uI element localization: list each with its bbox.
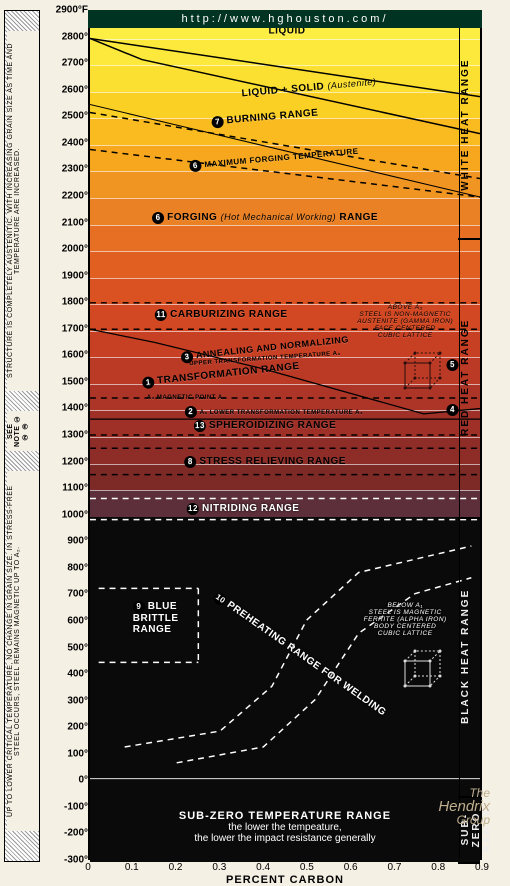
left-note-see: SEE NOTE ① ② ③ (7, 411, 39, 451)
temperature-bands (90, 12, 480, 858)
hendrix-logo: The Hendrix Group (438, 787, 490, 826)
left-note-lower: UP TO LOWER CRITICAL TEMPERATURE, NO CHA… (7, 471, 39, 831)
x-axis: PERCENT CARBON 00.10.20.30.40.50.60.70.8… (88, 860, 482, 886)
annotation: 6FORGING (Hot Mechanical Working) RANGE (152, 212, 378, 224)
source-url: http://www.hghouston.com/ (88, 10, 482, 28)
annotation: 12NITRIDING RANGE (187, 503, 300, 515)
annotation: 2A₁ LOWER TRANSFORMATION TEMPERATURE A₁ (185, 406, 363, 418)
y-axis: 2900°F2800°2700°2600°2500°2400°2300°2200… (44, 10, 88, 862)
annotation: A₂ MAGNETIC POINT A₂ (147, 395, 226, 401)
annotation: 9BLUEBRITTLERANGE (133, 601, 179, 635)
annotation: 13SPHEROIDIZING RANGE (194, 420, 336, 432)
annotation: 8STRESS RELIEVING RANGE (184, 456, 346, 468)
subzero-line2: the lower the impact resistance generall… (88, 833, 482, 844)
annotation: 11CARBURIZING RANGE (155, 309, 287, 321)
cube-icon (395, 348, 455, 408)
x-axis-label: PERCENT CARBON (88, 874, 482, 886)
subzero-note: SUB-ZERO TEMPERATURE RANGE the lower the… (88, 810, 482, 844)
subzero-line1: the lower the tempeature, (88, 822, 482, 833)
subzero-title: SUB-ZERO TEMPERATURE RANGE (88, 810, 482, 822)
left-note-strip: STRUCTURE IS COMPLETELY AUSTENITIC. WITH… (4, 10, 40, 862)
phase-diagram: WHITE HEAT RANGERED HEAT RANGEBLACK HEAT… (88, 10, 482, 860)
cube-icon (395, 646, 455, 706)
left-note-upper: STRUCTURE IS COMPLETELY AUSTENITIC. WITH… (7, 31, 39, 391)
